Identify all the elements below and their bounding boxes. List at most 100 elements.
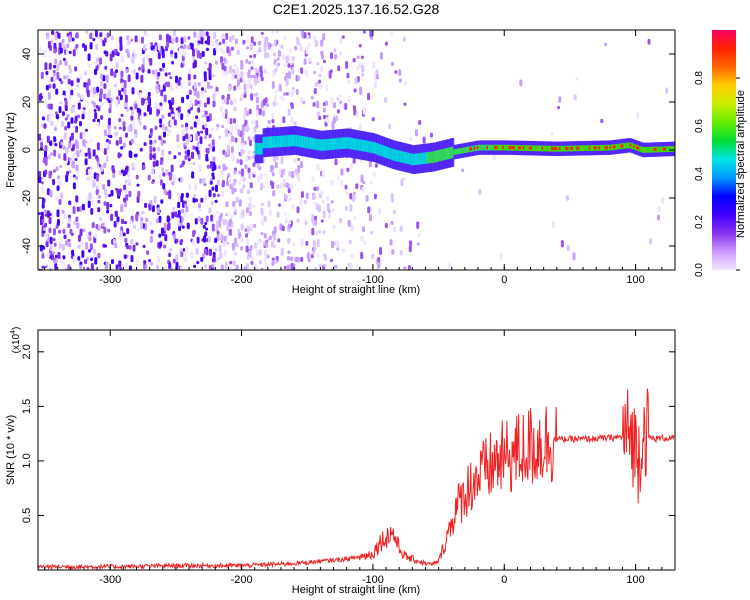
- heatmap-cell: [168, 252, 172, 258]
- heatmap-cell: [52, 169, 56, 173]
- heatmap-cell: [422, 136, 426, 144]
- heatmap-cell: [169, 76, 173, 80]
- heatmap-cell: [64, 267, 68, 270]
- heatmap-cell: [256, 175, 260, 183]
- heatmap-cell: [331, 208, 335, 213]
- heatmap-cell: [194, 218, 198, 225]
- heatmap-cell: [649, 238, 653, 245]
- heatmap-cell: [174, 211, 178, 217]
- signal-core: [580, 145, 584, 152]
- bottom-x-tick-label: -200: [231, 574, 253, 586]
- bottom-x-tick-label: 0: [501, 574, 507, 586]
- heatmap-cell: [181, 208, 185, 214]
- heatmap-cell: [282, 116, 286, 124]
- heatmap-cell: [86, 89, 90, 98]
- heatmap-cell: [40, 176, 44, 180]
- heatmap-cell: [287, 187, 291, 194]
- heatmap-cell: [206, 115, 210, 122]
- heatmap-cell: [360, 251, 364, 260]
- heatmap-cell: [68, 157, 72, 162]
- heatmap-cell: [47, 103, 51, 110]
- heatmap-cell: [196, 260, 200, 265]
- heatmap-cell: [192, 239, 196, 246]
- heatmap-cell: [53, 242, 57, 247]
- heatmap-cell: [162, 140, 166, 144]
- heatmap-cell: [123, 220, 127, 225]
- heatmap-cell: [176, 217, 180, 224]
- signal-core: [527, 145, 530, 152]
- heatmap-cell: [211, 139, 215, 148]
- heatmap-cell: [308, 56, 312, 63]
- heatmap-cell: [165, 168, 169, 176]
- heatmap-cell: [83, 82, 87, 88]
- heatmap-cell: [263, 215, 267, 222]
- heatmap-cell: [272, 101, 276, 107]
- heatmap-cell: [153, 102, 157, 110]
- heatmap-cell: [233, 98, 237, 105]
- heatmap-cell: [151, 69, 155, 75]
- heatmap-cell: [164, 81, 168, 85]
- heatmap-cell: [70, 89, 74, 96]
- signal-core: [481, 144, 485, 151]
- heatmap-cell: [277, 62, 281, 67]
- heatmap-cell: [128, 36, 132, 42]
- heatmap-cell: [352, 156, 356, 164]
- signal-core: [465, 146, 469, 153]
- signal-core: [314, 138, 318, 150]
- signal-core: [313, 138, 316, 150]
- signal-peak: [555, 147, 559, 151]
- heatmap-cell: [115, 264, 119, 270]
- heatmap-cell: [106, 32, 110, 38]
- heatmap-cell: [56, 185, 60, 191]
- heatmap-cell: [52, 228, 56, 236]
- heatmap-cell: [58, 60, 62, 66]
- heatmap-cell: [79, 228, 83, 237]
- signal-core: [371, 141, 374, 154]
- heatmap-cell: [208, 189, 212, 197]
- heatmap-cell: [248, 150, 252, 156]
- heatmap-cell: [377, 257, 381, 264]
- heatmap-cell: [123, 79, 127, 88]
- signal-core: [659, 146, 663, 153]
- signal-core: [539, 145, 543, 152]
- heatmap-cell: [140, 74, 144, 83]
- heatmap-cell: [225, 68, 229, 75]
- heatmap-cell: [201, 87, 205, 91]
- heatmap-cell: [375, 69, 379, 76]
- signal-core: [443, 148, 447, 161]
- heatmap-cell: [288, 48, 292, 53]
- heatmap-cell: [283, 92, 287, 96]
- heatmap-cell: [177, 106, 181, 113]
- heatmap-cell: [62, 57, 66, 61]
- heatmap-cell: [45, 71, 49, 75]
- signal-core: [311, 137, 314, 150]
- signal-core: [355, 138, 359, 151]
- heatmap-cell: [311, 250, 315, 256]
- signal-core: [267, 136, 270, 149]
- heatmap-cell: [298, 42, 302, 50]
- heatmap-cell: [341, 35, 345, 39]
- heatmap-cell: [330, 240, 334, 249]
- heatmap-cell: [244, 107, 248, 115]
- heatmap-cell: [226, 241, 230, 245]
- heatmap-cell: [291, 66, 295, 75]
- heatmap-cell: [119, 230, 123, 237]
- heatmap-cell: [44, 233, 48, 240]
- signal-core: [284, 135, 288, 147]
- heatmap-cell: [247, 77, 251, 86]
- heatmap-cell: [159, 241, 163, 248]
- heatmap-cell: [176, 191, 180, 200]
- heatmap-cell: [147, 68, 151, 74]
- heatmap-cell: [271, 113, 275, 120]
- signal-core: [295, 134, 299, 147]
- heatmap-cell: [347, 79, 351, 85]
- heatmap-cell: [264, 172, 268, 177]
- heatmap-cell: [157, 146, 161, 152]
- heatmap-cell: [107, 117, 111, 126]
- heatmap-cell: [275, 154, 279, 161]
- heatmap-cell: [233, 170, 237, 175]
- heatmap-cell: [355, 112, 359, 118]
- heatmap-cell: [78, 234, 82, 243]
- heatmap-cell: [239, 97, 243, 101]
- heatmap-cell: [140, 217, 144, 222]
